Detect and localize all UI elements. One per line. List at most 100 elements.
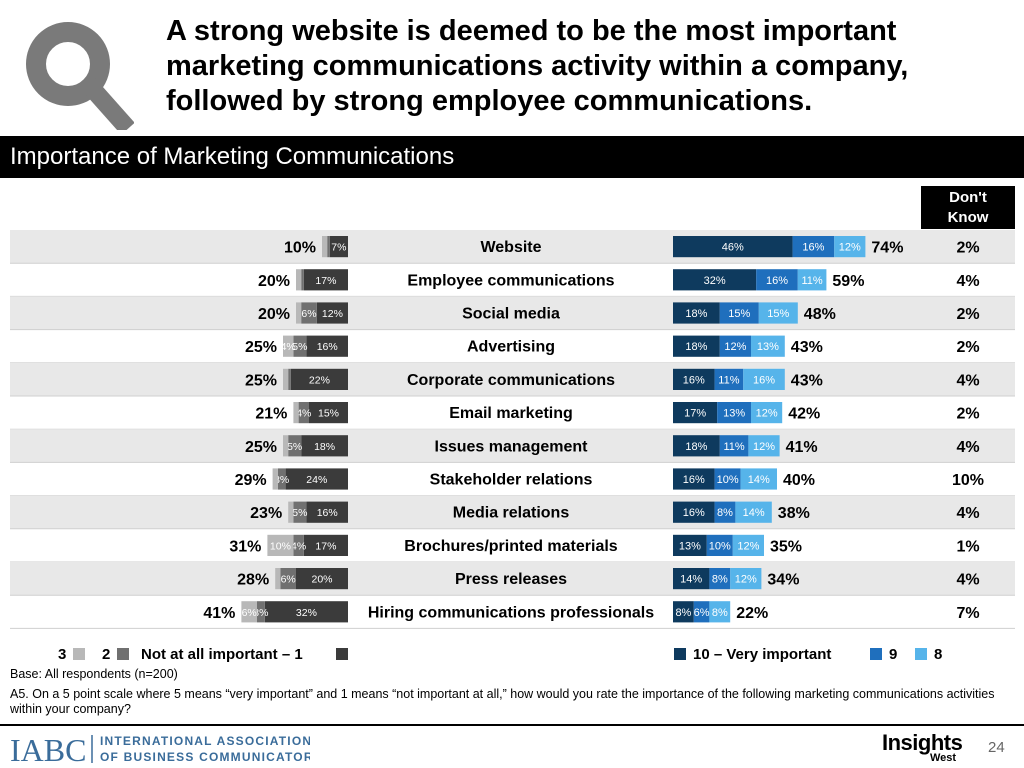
bar-unimportant-1 [285, 468, 348, 490]
bar-unimportant-2 [298, 402, 309, 424]
bar-unimportant-label: 6% [301, 308, 316, 320]
bar-important-10 [673, 435, 720, 457]
bar-unimportant-label: 5% [287, 441, 302, 453]
insights-west-logo: Insights [882, 730, 963, 755]
bar-important-label: 18% [685, 441, 707, 453]
row-stripe [10, 562, 1015, 596]
bottom-divider [0, 724, 1024, 726]
bar-unimportant-2 [301, 269, 304, 291]
bar-important-label: 14% [743, 507, 765, 519]
bar-important-9 [719, 335, 751, 357]
dont-know-value: 4% [956, 505, 979, 522]
bar-important-label: 11% [723, 441, 744, 453]
bar-unimportant-1 [303, 534, 348, 556]
bar-important-8 [834, 236, 866, 258]
bar-unimportant-2 [301, 302, 317, 324]
row-stripe [10, 362, 1015, 396]
dont-know-value: 1% [956, 538, 979, 555]
bar-unimportant-3 [288, 501, 294, 523]
bar-important-label: 16% [683, 374, 705, 386]
unimportant-total: 41% [203, 605, 235, 622]
category-label: Advertising [467, 339, 555, 356]
bar-unimportant-label: 15% [318, 408, 339, 420]
bar-important-label: 16% [753, 374, 775, 386]
bar-important-label: 8% [712, 574, 728, 586]
unimportant-total: 29% [235, 472, 267, 489]
chart-banner: Importance of Marketing Communications [0, 136, 1024, 178]
bar-unimportant-label: 24% [306, 474, 327, 486]
bar-important-9 [756, 269, 798, 291]
bar-important-label: 10% [717, 474, 739, 486]
bar-important-label: 32% [704, 275, 726, 287]
dont-know-value: 7% [956, 605, 979, 622]
category-label: Employee communications [407, 272, 614, 289]
bar-unimportant-label: 20% [311, 574, 332, 586]
unimportant-total: 25% [245, 339, 277, 356]
dont-know-value: 2% [956, 339, 979, 356]
bar-important-8 [751, 335, 785, 357]
category-label: Brochures/printed materials [404, 538, 618, 555]
row-stripe [10, 495, 1015, 529]
bar-important-10 [673, 468, 715, 490]
bar-unimportant-1 [264, 601, 348, 623]
bar-important-label: 10% [709, 540, 731, 552]
bar-important-label: 12% [737, 540, 759, 552]
iabc-logo-line1: INTERNATIONAL ASSOCIATION [100, 734, 310, 748]
bar-important-9 [693, 601, 710, 623]
important-total: 38% [778, 505, 810, 522]
bar-important-9 [714, 501, 736, 523]
row-stripe [10, 429, 1015, 463]
bar-important-9 [714, 368, 744, 390]
bar-unimportant-label: 5% [292, 507, 307, 519]
bar-important-10 [673, 402, 718, 424]
question-note: A5. On a 5 point scale where 5 means “ve… [10, 687, 995, 716]
bar-unimportant-label: 12% [322, 308, 343, 320]
category-label: Stakeholder relations [430, 472, 593, 489]
unimportant-total: 31% [229, 538, 261, 555]
bar-unimportant-1 [303, 269, 348, 291]
iabc-logo-mark: IABC [10, 732, 86, 765]
unimportant-total: 20% [258, 306, 290, 323]
bar-important-10 [673, 335, 720, 357]
bar-important-10 [673, 568, 710, 590]
unimportant-total: 10% [284, 240, 316, 257]
bar-important-8 [735, 501, 772, 523]
bar-important-label: 11% [718, 374, 739, 386]
bar-important-8 [732, 534, 764, 556]
legend-label: Not at all important – 1 [141, 646, 303, 663]
unimportant-total: 28% [237, 572, 269, 589]
bar-unimportant-3 [275, 568, 281, 590]
bar-important-label: 16% [766, 275, 788, 287]
important-total: 35% [770, 538, 802, 555]
bar-important-label: 15% [728, 308, 750, 320]
bar-important-9 [706, 534, 733, 556]
bar-unimportant-label: 3% [274, 474, 289, 486]
important-total: 59% [832, 273, 864, 290]
page-title: A strong website is deemed to be the mos… [166, 15, 909, 117]
category-label: Media relations [453, 505, 570, 522]
bar-important-10 [673, 501, 715, 523]
dont-know-value: 4% [956, 439, 979, 456]
bar-important-label: 15% [767, 308, 789, 320]
bar-unimportant-2 [293, 501, 307, 523]
bar-important-label: 11% [801, 275, 822, 287]
dont-know-value: 4% [956, 372, 979, 389]
legend-label: 2 [102, 646, 110, 663]
unimportant-total: 25% [245, 439, 277, 456]
bar-important-10 [673, 534, 707, 556]
category-label: Hiring communications professionals [368, 604, 654, 621]
bar-unimportant-3 [272, 468, 278, 490]
bar-important-9 [719, 302, 759, 324]
bar-important-10 [673, 302, 720, 324]
bar-unimportant-label: 4% [296, 408, 311, 420]
bar-important-label: 8% [712, 607, 728, 619]
bar-important-10 [673, 368, 715, 390]
bar-important-9 [714, 468, 741, 490]
bar-unimportant-1 [296, 568, 348, 590]
search-q-icon [26, 22, 134, 130]
bar-unimportant-3 [296, 302, 302, 324]
bar-important-8 [748, 435, 780, 457]
bar-unimportant-1 [329, 236, 348, 258]
category-label: Corporate communications [407, 372, 615, 389]
category-label: Social media [462, 306, 560, 323]
